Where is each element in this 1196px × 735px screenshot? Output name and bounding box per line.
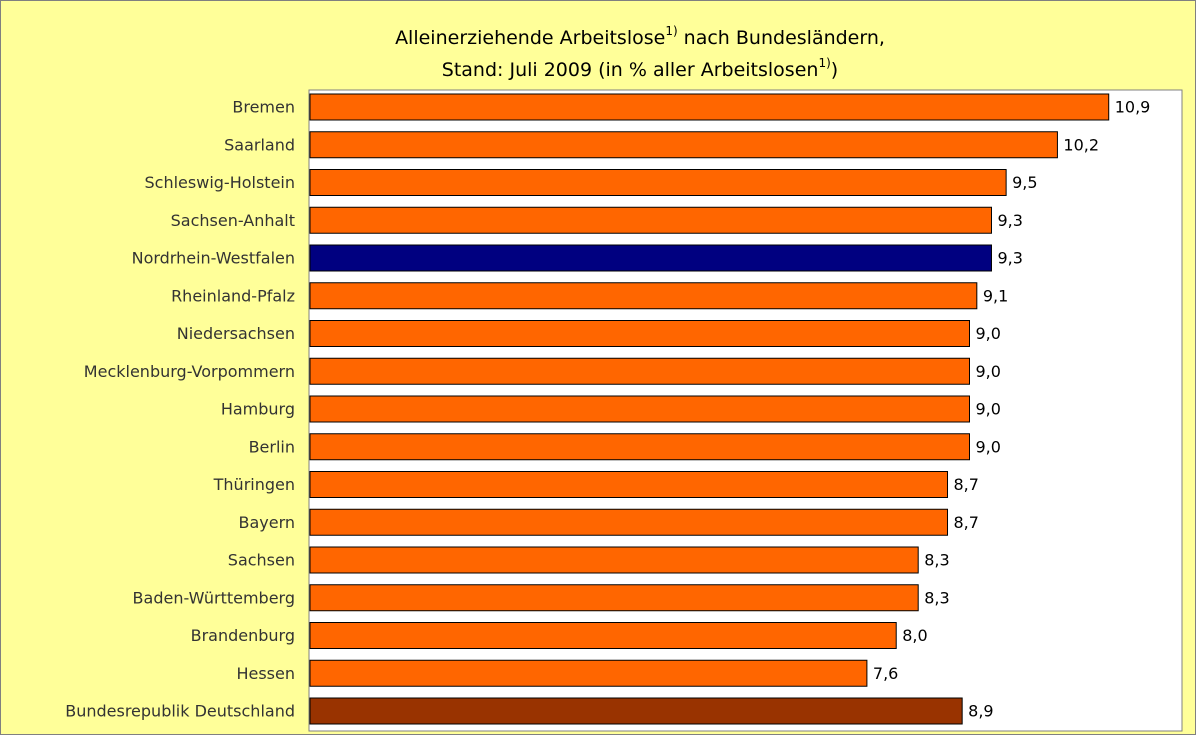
bar xyxy=(309,395,970,423)
value-label: 8,9 xyxy=(968,702,993,721)
bar xyxy=(309,206,992,234)
category-label: Schleswig-Holstein xyxy=(145,173,295,192)
value-label: 9,0 xyxy=(975,362,1000,381)
category-label: Bundesrepublik Deutschland xyxy=(65,702,295,721)
category-label: Sachsen-Anhalt xyxy=(171,211,295,230)
value-label: 9,1 xyxy=(983,286,1008,305)
bar xyxy=(309,320,970,347)
bar xyxy=(309,659,868,687)
category-label: Nordrhein-Westfalen xyxy=(132,249,295,268)
value-label: 8,3 xyxy=(924,588,949,607)
title-superscript: 1) xyxy=(665,24,677,38)
value-label: 9,3 xyxy=(997,211,1022,230)
value-label: 7,6 xyxy=(873,664,898,683)
category-label: Sachsen xyxy=(228,551,295,570)
category-label: Baden-Württemberg xyxy=(133,588,295,607)
chart-title: Stand: Juli 2009 (in % aller Arbeitslose… xyxy=(442,56,838,81)
bar xyxy=(309,584,919,612)
bar xyxy=(309,508,949,536)
category-label: Thüringen xyxy=(213,475,295,494)
title-text: ) xyxy=(831,59,838,81)
category-label: Rheinland-Pfalz xyxy=(171,286,295,305)
category-label: Hamburg xyxy=(221,400,295,419)
bar xyxy=(309,93,1110,121)
category-label: Bremen xyxy=(232,98,295,117)
bar xyxy=(309,697,963,725)
chart-title: Alleinerziehende Arbeitslose1) nach Bund… xyxy=(395,24,885,49)
category-label: Saarland xyxy=(224,135,295,154)
bar xyxy=(309,546,919,574)
category-label: Niedersachsen xyxy=(177,324,295,343)
category-label: Bayern xyxy=(238,513,295,532)
title-text: Stand: Juli 2009 (in % aller Arbeitslose… xyxy=(442,59,819,81)
bar xyxy=(309,282,978,310)
value-label: 10,9 xyxy=(1115,98,1151,117)
bar xyxy=(309,244,992,272)
value-label: 9,5 xyxy=(1012,173,1037,192)
category-label: Brandenburg xyxy=(191,626,295,645)
title-text: nach Bundesländern, xyxy=(678,27,885,49)
value-label: 8,7 xyxy=(954,513,979,532)
value-label: 9,0 xyxy=(975,324,1000,343)
bar xyxy=(309,622,897,649)
bar xyxy=(309,131,1058,159)
value-label: 9,3 xyxy=(997,249,1022,268)
category-label: Hessen xyxy=(236,664,295,683)
title-superscript: 1) xyxy=(818,56,830,70)
value-label: 9,0 xyxy=(975,400,1000,419)
bar xyxy=(309,433,970,461)
bar xyxy=(309,471,949,498)
value-label: 8,3 xyxy=(924,551,949,570)
title-text: Alleinerziehende Arbeitslose xyxy=(395,27,665,49)
category-label: Berlin xyxy=(249,437,295,456)
value-label: 9,0 xyxy=(975,437,1000,456)
value-label: 8,7 xyxy=(954,475,979,494)
bar xyxy=(309,357,970,385)
value-label: 10,2 xyxy=(1063,135,1099,154)
category-label: Mecklenburg-Vorpommern xyxy=(84,362,295,381)
bar xyxy=(309,169,1007,196)
value-label: 8,0 xyxy=(902,626,927,645)
